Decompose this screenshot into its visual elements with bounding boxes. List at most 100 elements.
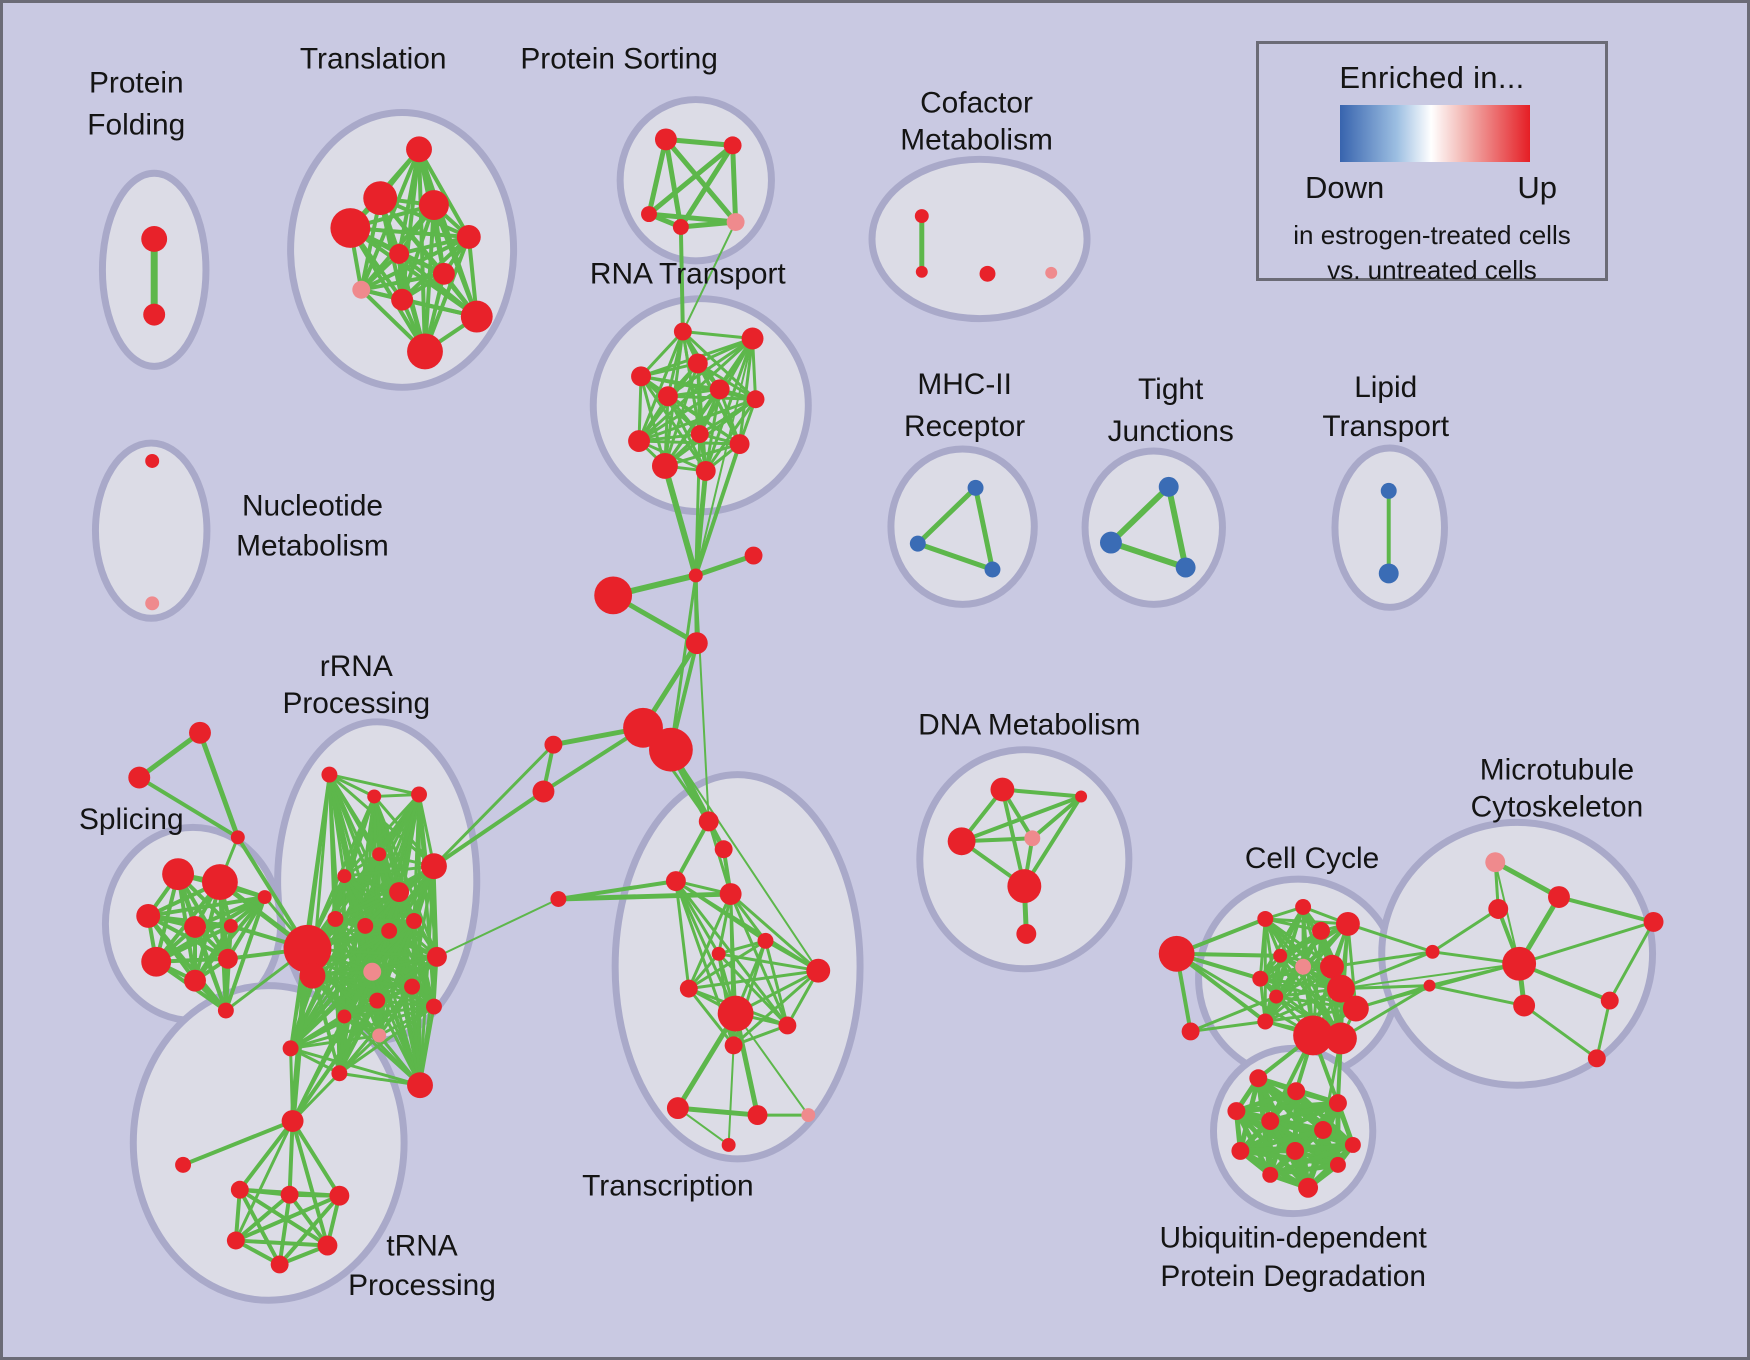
gene-set-node-r5[interactable]: [657, 386, 678, 407]
gene-set-node-tn2[interactable]: [230, 1180, 249, 1199]
gene-set-node-mc6[interactable]: [1643, 911, 1664, 932]
gene-set-node-r8[interactable]: [628, 430, 650, 453]
gene-set-node-mc1[interactable]: [1548, 886, 1570, 908]
gene-set-node-tr2[interactable]: [230, 830, 245, 845]
gene-set-node-ub2[interactable]: [1328, 1094, 1347, 1113]
gene-set-node-cc15[interactable]: [1325, 1022, 1357, 1055]
gene-set-node-tj1[interactable]: [1100, 531, 1122, 554]
gene-set-node-r10[interactable]: [651, 453, 678, 479]
gene-set-node-ub1[interactable]: [1287, 1082, 1306, 1101]
gene-set-node-ub9[interactable]: [1262, 1166, 1279, 1183]
gene-set-node-cc2[interactable]: [1257, 910, 1274, 927]
gene-set-node-cc4[interactable]: [1312, 921, 1330, 940]
gene-set-node-ub0[interactable]: [1249, 1069, 1268, 1088]
gene-set-node-cc8[interactable]: [1320, 954, 1344, 979]
gene-set-node-c3[interactable]: [685, 632, 708, 655]
gene-set-node-n1[interactable]: [145, 596, 160, 611]
gene-set-node-rr16[interactable]: [369, 992, 386, 1009]
gene-set-node-ps2[interactable]: [641, 206, 657, 223]
gene-set-node-cc9[interactable]: [1252, 970, 1269, 987]
gene-set-node-rr18[interactable]: [337, 1009, 352, 1024]
gene-set-node-mh1[interactable]: [909, 535, 926, 552]
gene-set-node-mc5[interactable]: [1513, 994, 1536, 1017]
gene-set-node-ub7[interactable]: [1286, 1141, 1305, 1160]
gene-set-node-cc0[interactable]: [1158, 935, 1195, 972]
gene-set-node-tx11[interactable]: [724, 1036, 743, 1055]
gene-set-node-t2[interactable]: [419, 190, 449, 221]
gene-set-node-r6[interactable]: [746, 390, 765, 409]
gene-set-node-rr0[interactable]: [321, 766, 338, 783]
gene-set-node-mc2[interactable]: [1488, 899, 1509, 919]
gene-set-node-tx8[interactable]: [679, 979, 698, 998]
gene-set-node-t10[interactable]: [407, 333, 443, 370]
gene-set-node-rr10[interactable]: [406, 912, 423, 929]
gene-set-node-h1[interactable]: [649, 727, 693, 772]
gene-set-node-ub6[interactable]: [1231, 1141, 1250, 1160]
gene-set-node-sp8[interactable]: [217, 948, 238, 969]
gene-set-node-cc3[interactable]: [1295, 899, 1312, 915]
gene-set-node-r7[interactable]: [690, 425, 709, 444]
gene-set-node-mh0[interactable]: [967, 479, 984, 496]
gene-set-node-cc12[interactable]: [1342, 995, 1369, 1022]
gene-set-node-tx4[interactable]: [550, 891, 567, 907]
gene-set-node-sp1[interactable]: [201, 864, 238, 901]
gene-set-node-c0[interactable]: [688, 568, 703, 583]
gene-set-node-tx6[interactable]: [711, 946, 726, 961]
gene-set-node-dm4[interactable]: [1007, 869, 1042, 904]
gene-set-node-tr1[interactable]: [128, 766, 151, 789]
gene-set-node-mc4[interactable]: [1600, 991, 1619, 1010]
gene-set-node-rr6[interactable]: [389, 882, 410, 903]
gene-set-node-cn0[interactable]: [1425, 944, 1440, 959]
gene-set-node-rr20[interactable]: [331, 1065, 348, 1082]
gene-set-node-tx2[interactable]: [665, 871, 686, 892]
gene-set-node-ub10[interactable]: [1329, 1156, 1346, 1173]
gene-set-node-tx1[interactable]: [714, 840, 733, 859]
gene-set-node-ub11[interactable]: [1298, 1177, 1319, 1198]
gene-set-node-l0[interactable]: [544, 735, 563, 754]
gene-set-node-cc1[interactable]: [1181, 1022, 1200, 1041]
gene-set-node-tj2[interactable]: [1175, 557, 1196, 578]
gene-set-node-cm2[interactable]: [979, 265, 996, 282]
gene-set-node-r0[interactable]: [673, 322, 692, 341]
gene-set-node-rr9[interactable]: [381, 922, 398, 939]
gene-set-node-tn0[interactable]: [281, 1110, 304, 1132]
gene-set-node-sp7[interactable]: [184, 969, 206, 992]
gene-set-node-ps0[interactable]: [654, 128, 677, 151]
gene-set-node-dm3[interactable]: [1024, 830, 1041, 847]
gene-set-node-ps1[interactable]: [723, 136, 742, 155]
gene-set-node-c1[interactable]: [744, 546, 763, 565]
gene-set-node-t3[interactable]: [330, 208, 371, 248]
gene-set-node-cc6[interactable]: [1273, 948, 1288, 963]
gene-set-node-t0[interactable]: [406, 136, 432, 163]
gene-set-node-rr17[interactable]: [425, 998, 442, 1015]
gene-set-node-c2[interactable]: [594, 576, 633, 615]
gene-set-node-rr21[interactable]: [407, 1072, 433, 1099]
gene-set-node-sp5[interactable]: [257, 890, 272, 905]
gene-set-node-rr5[interactable]: [421, 853, 447, 880]
gene-set-node-rr13[interactable]: [426, 946, 447, 967]
gene-set-node-ub5[interactable]: [1314, 1121, 1332, 1139]
gene-set-node-cc14[interactable]: [1293, 1015, 1333, 1056]
gene-set-node-t7[interactable]: [352, 280, 371, 299]
gene-set-node-sp3[interactable]: [184, 915, 206, 938]
gene-set-node-lt1[interactable]: [1378, 563, 1399, 584]
gene-set-node-sp4[interactable]: [223, 918, 238, 933]
gene-set-node-t6[interactable]: [432, 262, 455, 285]
gene-set-node-rr14[interactable]: [363, 962, 382, 981]
gene-set-node-tn7[interactable]: [270, 1255, 289, 1274]
gene-set-node-tx12[interactable]: [666, 1097, 689, 1120]
gene-set-node-tj0[interactable]: [1158, 476, 1179, 497]
gene-set-node-rr11[interactable]: [283, 924, 332, 973]
gene-set-node-sp2[interactable]: [136, 904, 161, 928]
gene-set-node-pf0[interactable]: [141, 226, 168, 252]
gene-set-node-t9[interactable]: [460, 300, 493, 333]
gene-set-node-dm1[interactable]: [1075, 790, 1088, 803]
gene-set-node-ps3[interactable]: [672, 219, 689, 235]
gene-set-node-cm1[interactable]: [915, 265, 928, 278]
gene-set-node-ub4[interactable]: [1261, 1112, 1280, 1131]
gene-set-node-cn1[interactable]: [1423, 979, 1436, 992]
gene-set-node-rr2[interactable]: [411, 786, 427, 803]
gene-set-node-r3[interactable]: [631, 366, 651, 387]
gene-set-node-tx0[interactable]: [698, 811, 719, 832]
gene-set-node-cc13[interactable]: [1257, 1013, 1274, 1030]
